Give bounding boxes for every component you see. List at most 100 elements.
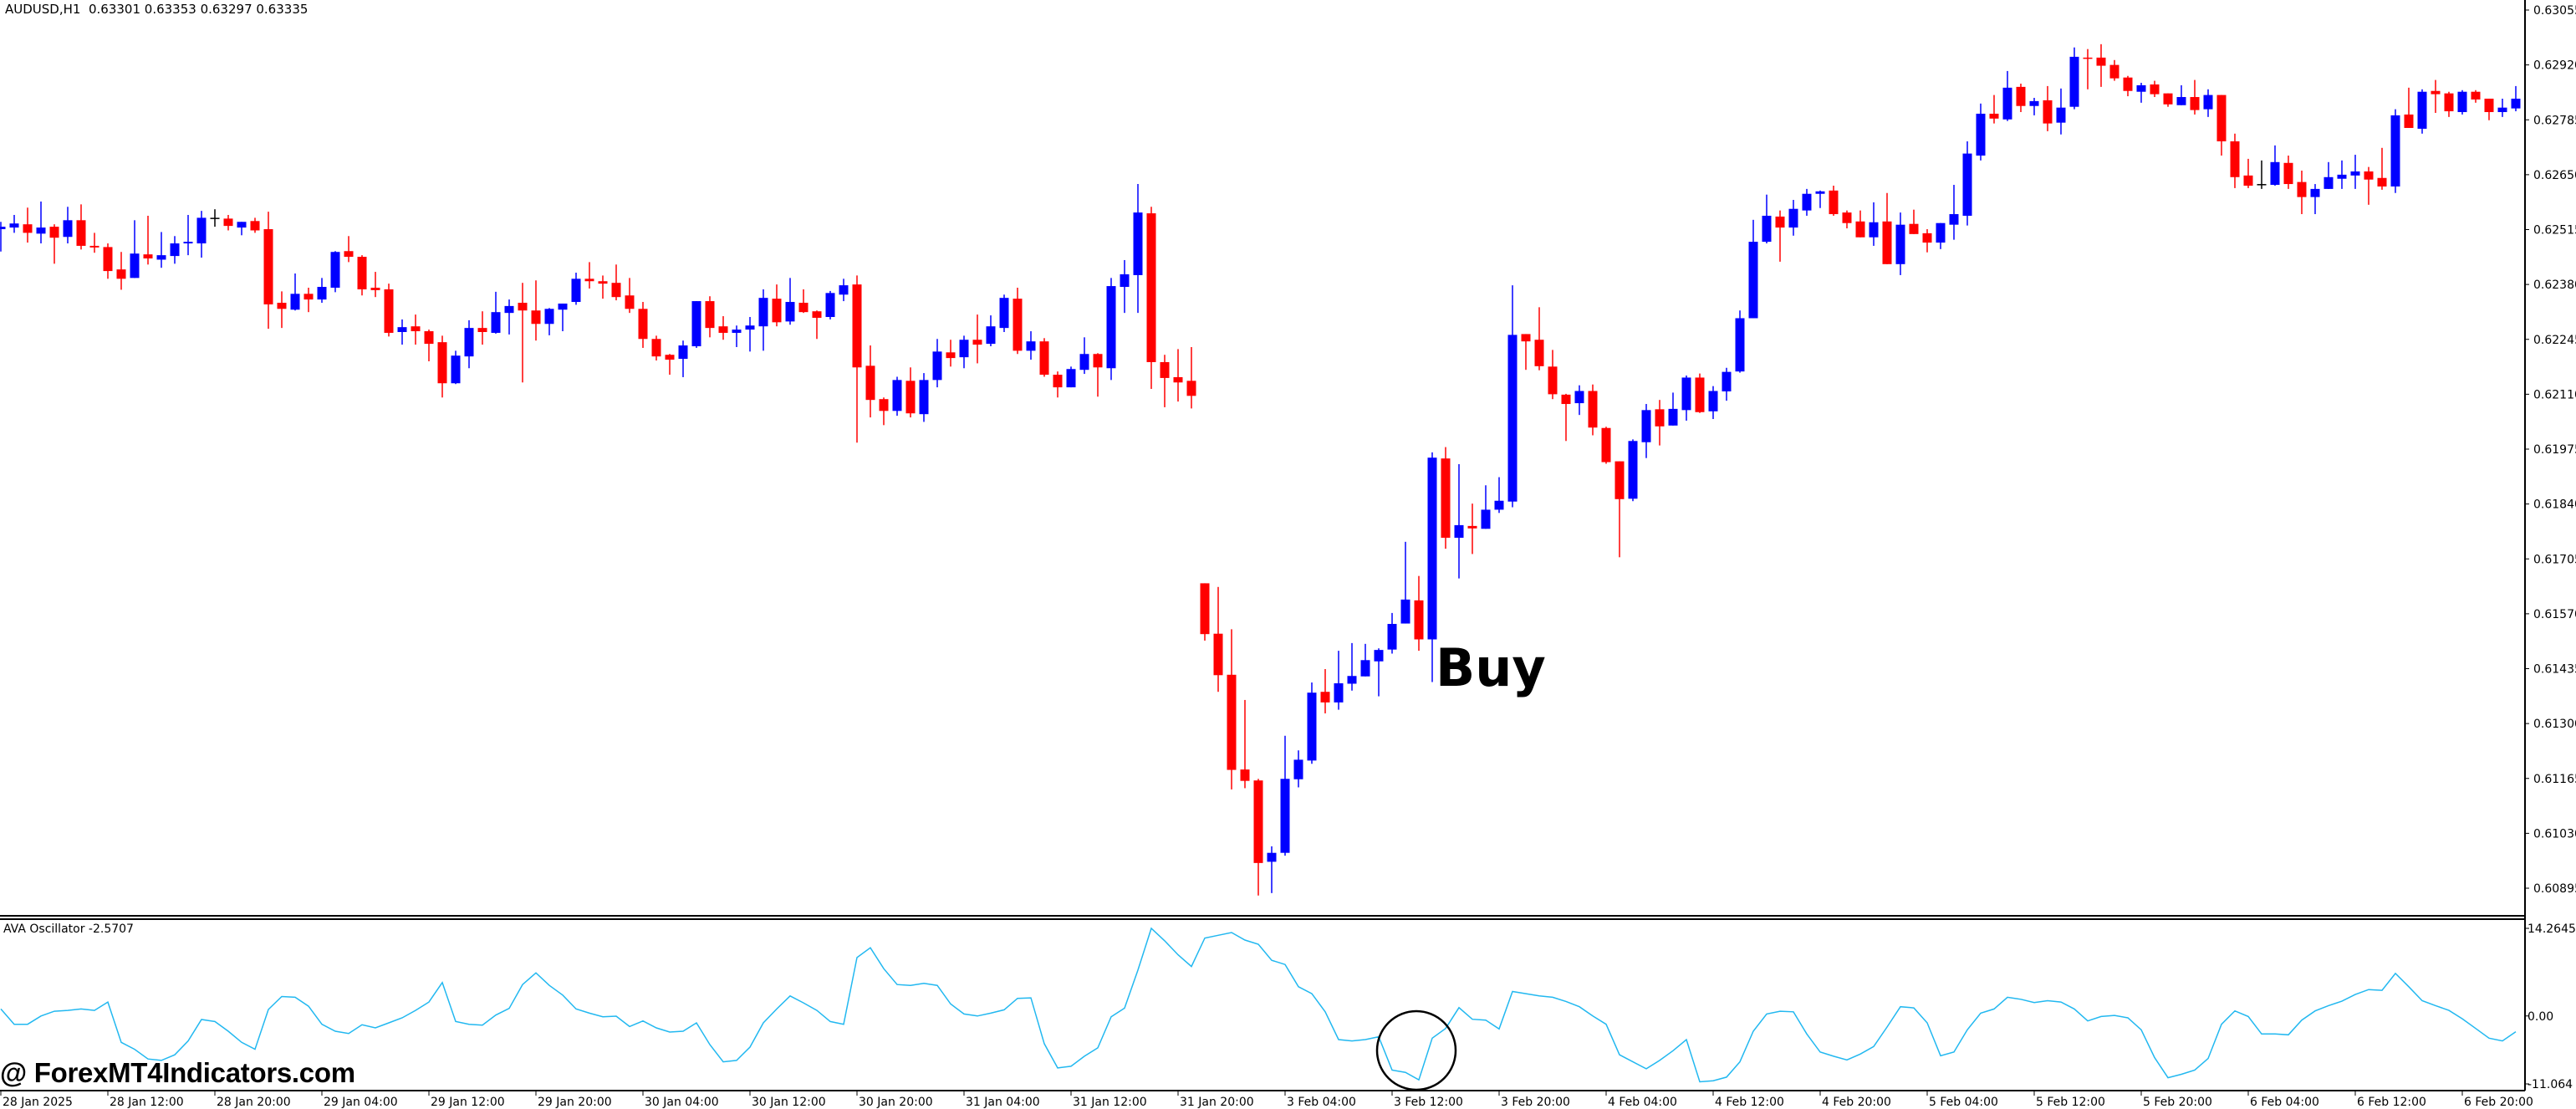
candle-body [2056, 107, 2066, 123]
candle-body [196, 217, 207, 244]
price-tick-label: 0.62785 [2533, 114, 2576, 127]
candle-body [1722, 371, 1732, 391]
candle [1280, 735, 1290, 856]
candle [437, 335, 447, 398]
candle [2390, 109, 2400, 193]
candle [1521, 334, 1531, 371]
candle [1427, 452, 1437, 682]
candle [745, 317, 755, 352]
oscillator-tick-label: 14.2645 [2528, 922, 2576, 936]
candle-body [1334, 683, 1344, 703]
candle [972, 314, 982, 364]
candle-body [2016, 86, 2026, 106]
oscillator-panel [0, 927, 2517, 1091]
time-tick-label: 4 Feb 04:00 [1608, 1096, 1677, 1109]
candle [2324, 161, 2334, 189]
candle [531, 280, 541, 341]
candle-body [1360, 660, 1370, 677]
candle [2297, 171, 2307, 215]
candle-body [2002, 87, 2012, 120]
candle-body [1882, 221, 1892, 264]
candle [277, 291, 287, 329]
candle [611, 264, 621, 301]
candle-body [2109, 64, 2119, 79]
candle-body [1775, 216, 1785, 228]
candle [1708, 386, 1718, 420]
candle-body [1280, 779, 1290, 853]
time-tick-label: 5 Feb 12:00 [2036, 1096, 2105, 1109]
candle [1574, 385, 1584, 416]
candle-body [1895, 224, 1905, 264]
candle-body [1160, 361, 1170, 378]
candle-body [2297, 181, 2307, 197]
candle-body [2484, 98, 2494, 113]
candle-body [1534, 340, 1544, 366]
candle-body [611, 283, 621, 298]
candle-body [210, 217, 220, 219]
candle [2136, 83, 2146, 103]
candle-body [1655, 409, 1665, 427]
candle-body [1507, 335, 1518, 502]
candle-body [2337, 174, 2347, 179]
candle [451, 350, 461, 385]
candle-body [1936, 222, 1946, 243]
candle-body [2270, 161, 2280, 186]
candle [1748, 219, 1758, 319]
candle-body [1400, 599, 1410, 624]
candle-body [2069, 56, 2079, 107]
candle-body [544, 309, 554, 325]
oscillator-tick-label: -11.064 [2528, 1078, 2573, 1091]
candle [290, 273, 300, 311]
candle [1494, 477, 1504, 514]
candle [49, 224, 59, 264]
candle [1628, 439, 1638, 502]
candle [598, 275, 608, 299]
candle [2364, 166, 2374, 205]
candle [411, 314, 421, 345]
candle-body [584, 279, 594, 282]
panel-borders [0, 0, 2526, 1091]
candle-body [1106, 286, 1116, 369]
candle [785, 278, 795, 325]
candle [330, 251, 340, 293]
candle [1641, 404, 1651, 458]
candle [196, 211, 207, 258]
candle-body [1802, 193, 1812, 211]
candle-body [411, 326, 421, 332]
candle-body [2029, 100, 2039, 106]
candle [317, 278, 327, 303]
candle [424, 330, 434, 361]
candle [1681, 376, 1691, 421]
candle-body [1521, 334, 1531, 342]
candle [384, 284, 394, 337]
candle-body [1574, 391, 1584, 404]
candle-body [504, 305, 514, 314]
candle [1695, 373, 1705, 413]
candle [665, 354, 675, 376]
candle [2270, 145, 2280, 186]
candle-body [932, 351, 942, 381]
candle-body [718, 326, 728, 333]
time-axis[interactable]: 28 Jan 2025 28 Jan 12:00 28 Jan 20:00 29 Ja… [0, 1091, 2533, 1109]
candle-body [745, 325, 755, 330]
candle [758, 289, 768, 351]
candle [464, 319, 474, 369]
candle-body [905, 381, 916, 414]
candle-body [2043, 100, 2053, 124]
candle-body [852, 284, 862, 368]
candle-body [357, 257, 367, 289]
candle [2377, 147, 2387, 190]
candle-body [732, 330, 742, 333]
candle [1962, 141, 1972, 226]
candle-body [705, 301, 715, 329]
candle-body [451, 355, 461, 384]
candle-body [1240, 769, 1250, 781]
candle-body [1641, 410, 1651, 442]
candle-body [1079, 354, 1089, 371]
candle [1722, 367, 1732, 401]
candle-body [437, 342, 447, 384]
candle [1053, 371, 1063, 398]
candle [477, 311, 487, 345]
